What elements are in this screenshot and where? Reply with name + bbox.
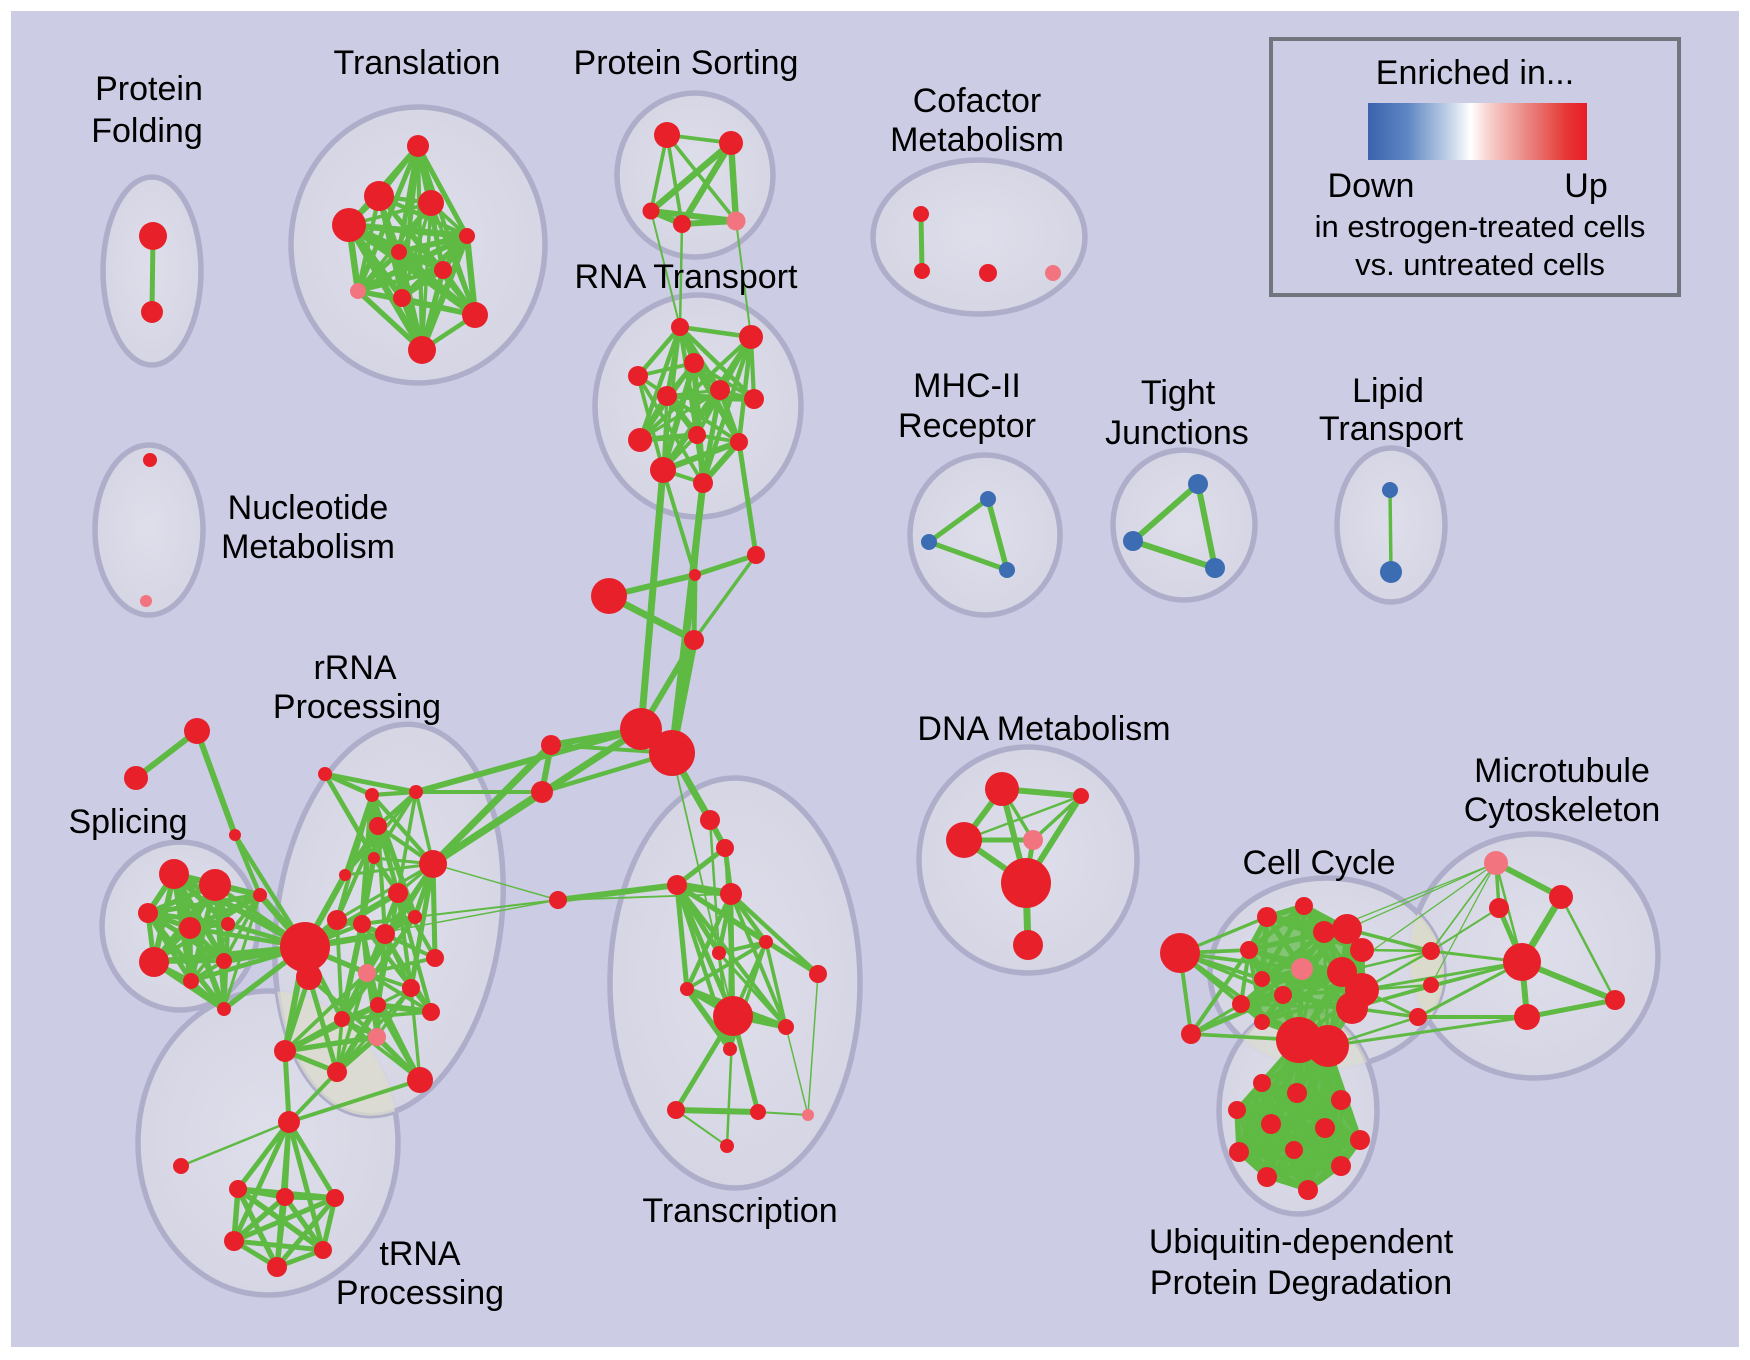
svg-text:Translation: Translation xyxy=(334,44,501,82)
svg-text:Microtubule: Microtubule xyxy=(1474,752,1650,790)
svg-text:Transport: Transport xyxy=(1319,410,1464,448)
svg-text:DNA Metabolism: DNA Metabolism xyxy=(917,710,1170,748)
svg-text:Processing: Processing xyxy=(273,688,441,726)
svg-text:Protein Sorting: Protein Sorting xyxy=(574,44,799,82)
svg-text:Cell Cycle: Cell Cycle xyxy=(1242,844,1395,882)
svg-text:Metabolism: Metabolism xyxy=(221,528,395,566)
svg-text:Splicing: Splicing xyxy=(68,803,187,841)
svg-text:Enriched in...: Enriched in... xyxy=(1376,54,1574,92)
svg-text:tRNA: tRNA xyxy=(379,1235,461,1273)
svg-text:Tight: Tight xyxy=(1141,374,1216,412)
svg-text:MHC-II: MHC-II xyxy=(913,367,1021,405)
svg-text:vs. untreated cells: vs. untreated cells xyxy=(1355,247,1605,282)
svg-text:Lipid: Lipid xyxy=(1352,372,1424,410)
svg-text:Ubiquitin-dependent: Ubiquitin-dependent xyxy=(1149,1223,1454,1261)
svg-text:Cytoskeleton: Cytoskeleton xyxy=(1464,791,1661,829)
svg-text:Protein: Protein xyxy=(95,70,203,108)
svg-text:Down: Down xyxy=(1328,167,1415,205)
svg-text:Up: Up xyxy=(1564,167,1607,205)
svg-text:rRNA: rRNA xyxy=(313,649,396,687)
svg-text:in estrogen-treated cells: in estrogen-treated cells xyxy=(1315,209,1646,244)
svg-text:Cofactor: Cofactor xyxy=(913,82,1042,120)
svg-text:RNA Transport: RNA Transport xyxy=(575,258,799,296)
svg-text:Metabolism: Metabolism xyxy=(890,121,1064,159)
svg-text:Transcription: Transcription xyxy=(642,1192,837,1230)
svg-text:Folding: Folding xyxy=(91,112,203,150)
svg-text:Receptor: Receptor xyxy=(898,407,1036,445)
svg-text:Junctions: Junctions xyxy=(1105,414,1249,452)
svg-text:Processing: Processing xyxy=(336,1274,504,1312)
svg-text:Nucleotide: Nucleotide xyxy=(228,489,389,527)
svg-text:Protein Degradation: Protein Degradation xyxy=(1150,1264,1452,1302)
